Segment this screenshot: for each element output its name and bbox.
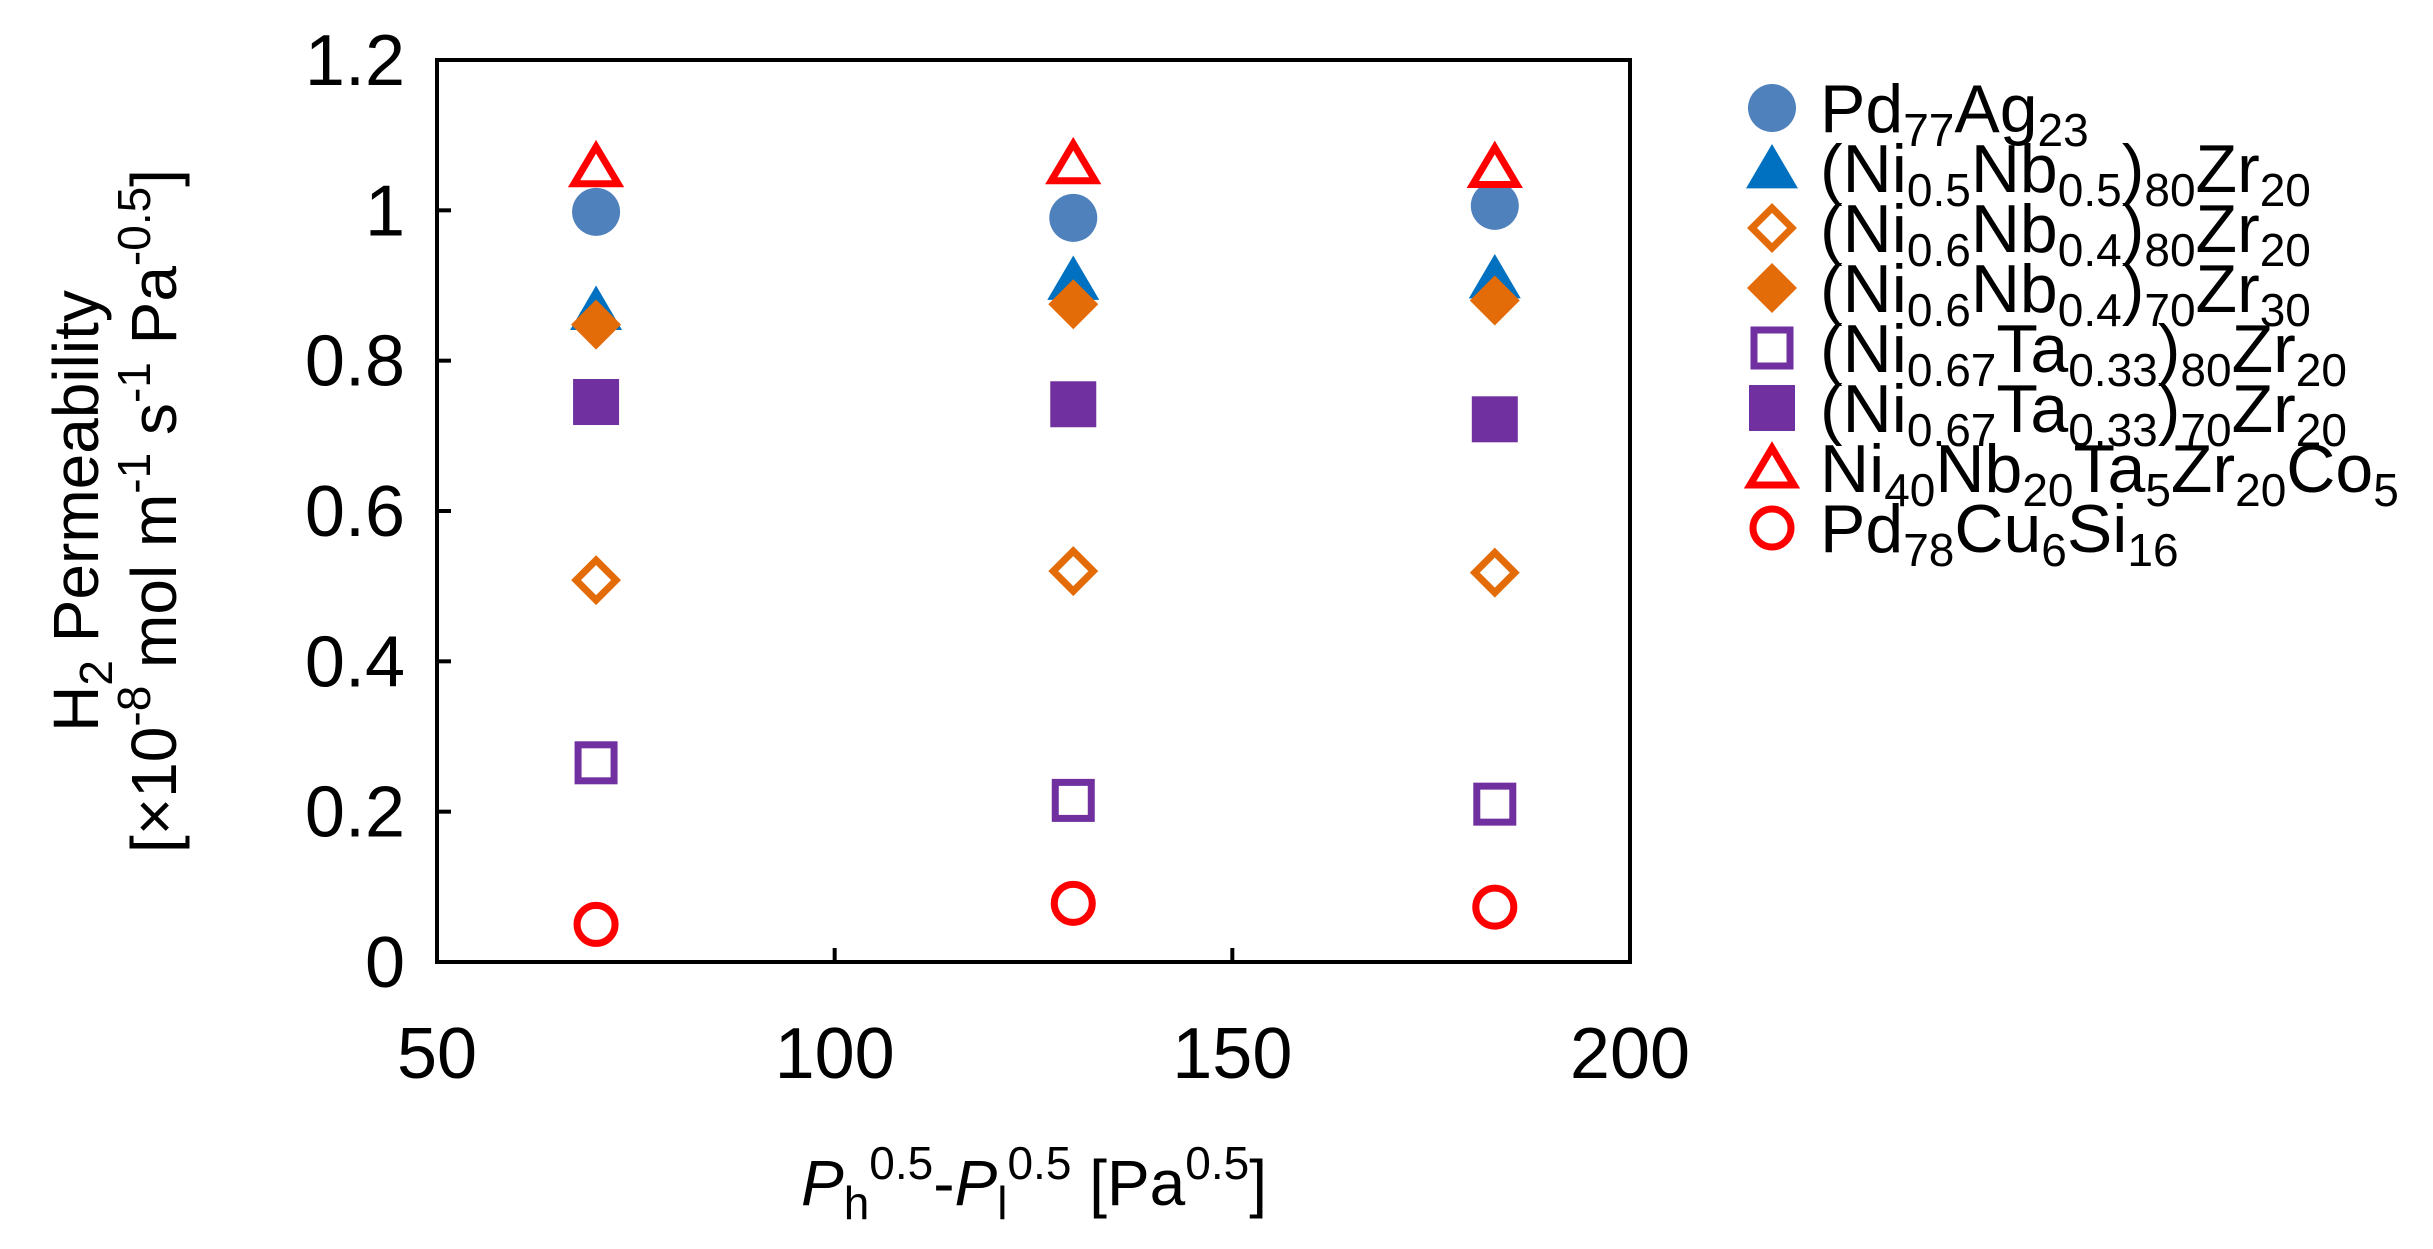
data-point [1469, 547, 1520, 598]
data-point [1045, 136, 1102, 185]
data-points [567, 136, 1523, 947]
x-axis-title: Ph0.5-Pl0.5 [Pa0.5] [801, 1137, 1267, 1229]
legend-label: Pd77Ag23 [1820, 71, 2089, 156]
y-tick-label: 0.6 [305, 472, 405, 552]
x-tick-label: 150 [1172, 1014, 1292, 1094]
data-point [1049, 193, 1098, 242]
y-tick-label: 0 [365, 923, 405, 1003]
legend-label: (Ni0.6Nb0.4)80Zr20 [1820, 191, 2311, 276]
legend-marker [1747, 263, 1797, 313]
legend-marker [1750, 326, 1794, 370]
legend-marker [1748, 84, 1796, 132]
data-point [1473, 782, 1517, 826]
legend-marker [1747, 203, 1797, 253]
data-point [1472, 884, 1518, 930]
legend-label: (Ni0.67Ta0.33)70Zr20 [1820, 371, 2347, 456]
y-axis: 0 0.2 0.4 0.6 0.8 1 1.2 [305, 21, 451, 1003]
x-axis: 50 100 150 200 [397, 948, 1690, 1094]
legend-label: (Ni0.6Nb0.4)70Zr30 [1820, 251, 2311, 336]
data-point [1051, 778, 1095, 822]
data-point [571, 555, 622, 606]
y-axis-title-line1: H2 Permeability [40, 290, 122, 732]
data-point [1469, 275, 1520, 326]
legend-label: (Ni0.5Nb0.5)80Zr20 [1820, 131, 2311, 216]
legend-label: Pd78Cu6Si16 [1820, 491, 2179, 576]
legend-marker [1749, 505, 1795, 551]
y-axis-title-line2: [×10-8 mol m-1 s-1 Pa-0.5] [108, 169, 190, 853]
y-tick-label: 1.2 [305, 21, 405, 101]
data-point [573, 901, 619, 947]
y-tick-label: 0.4 [305, 622, 405, 702]
data-point [572, 187, 621, 236]
data-point [573, 379, 620, 426]
data-point [1050, 880, 1096, 926]
data-point [567, 139, 625, 188]
plot-area-frame [435, 58, 1632, 964]
legend-marker [1746, 144, 1798, 189]
y-tick-label: 1 [365, 171, 405, 251]
data-point [1466, 140, 1523, 188]
data-point [1050, 381, 1097, 428]
legend-marker [1743, 441, 1801, 489]
data-point [571, 299, 622, 350]
data-point [1047, 255, 1100, 300]
y-tick-label: 0.8 [305, 322, 405, 402]
x-tick-label: 50 [397, 1014, 477, 1094]
legend-marker [1749, 385, 1795, 431]
data-point [1048, 546, 1099, 597]
legend-label: (Ni0.67Ta0.33)80Zr20 [1820, 311, 2347, 396]
legend-label: Ni40Nb20Ta5Zr20Co5 [1820, 431, 2399, 516]
data-point [574, 741, 618, 785]
data-point [1470, 181, 1519, 230]
legend: Pd77Ag23(Ni0.5Nb0.5)80Zr20(Ni0.6Nb0.4)80… [1743, 71, 2399, 576]
data-point [1471, 396, 1518, 443]
x-tick-label: 200 [1570, 1014, 1690, 1094]
x-tick-label: 100 [775, 1014, 895, 1094]
y-tick-label: 0.2 [305, 773, 405, 853]
data-point [1048, 279, 1099, 330]
